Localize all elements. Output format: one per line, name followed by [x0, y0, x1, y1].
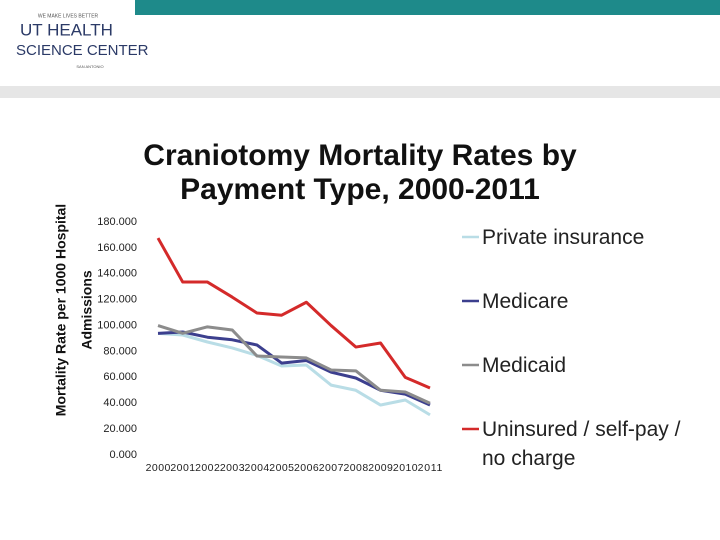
- series-line: [157, 330, 431, 407]
- x-tick-label: 2010: [393, 462, 418, 474]
- x-tick-label: 2007: [319, 462, 344, 474]
- x-tick-label: 2011: [418, 462, 443, 474]
- chart-title: Craniotomy Mortality Rates by: [143, 139, 577, 172]
- y-tick-label: 160.000: [97, 242, 137, 254]
- y-axis-label: Mortality Rate per 1000 Hospital: [53, 204, 69, 416]
- x-tick-label: 2006: [294, 462, 319, 474]
- series-line: [157, 331, 431, 417]
- x-tick-label: 2003: [220, 462, 245, 474]
- y-tick-label: 100.000: [97, 319, 137, 331]
- x-tick-label: 2008: [343, 462, 368, 474]
- legend-label: Medicare: [482, 290, 569, 313]
- legend-label: Medicaid: [482, 354, 567, 377]
- x-tick-label: 2001: [170, 462, 195, 474]
- x-tick-label: 2002: [195, 462, 220, 474]
- legend-label: Private insurance: [482, 226, 645, 249]
- x-tick-label: 2004: [245, 462, 270, 474]
- series-line: [156, 237, 431, 390]
- y-tick-label: 140.000: [97, 268, 137, 280]
- y-tick-label: 80.000: [103, 345, 137, 357]
- x-tick-label: 2005: [269, 462, 294, 474]
- x-tick-label: 2000: [146, 462, 171, 474]
- legend-label: Uninsured / self-pay / no charge: [482, 418, 681, 470]
- logo-city: SAN ANTONIO: [76, 64, 103, 69]
- y-tick-label: 60.000: [103, 371, 137, 383]
- logo-text: SCIENCE CENTER: [16, 42, 149, 59]
- y-tick-label: 40.000: [103, 397, 137, 409]
- logo-tagline: WE MAKE LIVES BETTER: [38, 13, 99, 19]
- y-tick-label: 180.000: [97, 216, 137, 228]
- y-tick-label: 120.000: [97, 294, 137, 306]
- y-tick-label: 0.000: [109, 449, 137, 461]
- series-line: [157, 324, 431, 405]
- y-tick-label: 20.000: [103, 423, 137, 435]
- top-bar: [135, 0, 720, 15]
- chart-title: Payment Type, 2000-2011: [180, 173, 540, 206]
- y-axis-label: Admissions: [79, 270, 95, 350]
- x-tick-label: 2009: [368, 462, 393, 474]
- header-band: [0, 86, 720, 98]
- logo-text: UT HEALTH: [20, 20, 113, 39]
